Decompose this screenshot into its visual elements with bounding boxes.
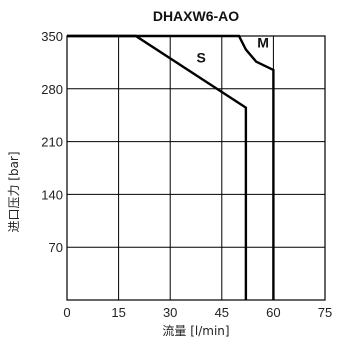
series-layer: SM — [67, 34, 275, 300]
y-tick-label: 140 — [41, 187, 63, 202]
series-M-label: M — [257, 34, 269, 50]
x-tick-label: 0 — [63, 305, 70, 320]
x-axis-label: 流量 [l/min] — [162, 324, 229, 338]
x-tick-label: 30 — [163, 305, 177, 320]
chart-title: DHAXW6-AO — [153, 8, 239, 24]
x-tick-label: 15 — [111, 305, 125, 320]
x-tick-label: 75 — [318, 305, 332, 320]
y-tick-label: 280 — [41, 82, 63, 97]
series-S-label: S — [196, 49, 205, 65]
x-tick-label: 60 — [266, 305, 280, 320]
y-tick-label: 210 — [41, 135, 63, 150]
y-axis-label: 进口压力 [bar] — [7, 151, 21, 232]
tick-labels: 0 15 30 45 60 75 70 140 210 280 350 — [41, 29, 332, 320]
series-S-line — [67, 34, 248, 300]
x-tick-label: 45 — [215, 305, 229, 320]
y-tick-label: 350 — [41, 29, 63, 44]
series-M-line — [67, 34, 275, 300]
y-tick-label: 70 — [49, 240, 63, 255]
